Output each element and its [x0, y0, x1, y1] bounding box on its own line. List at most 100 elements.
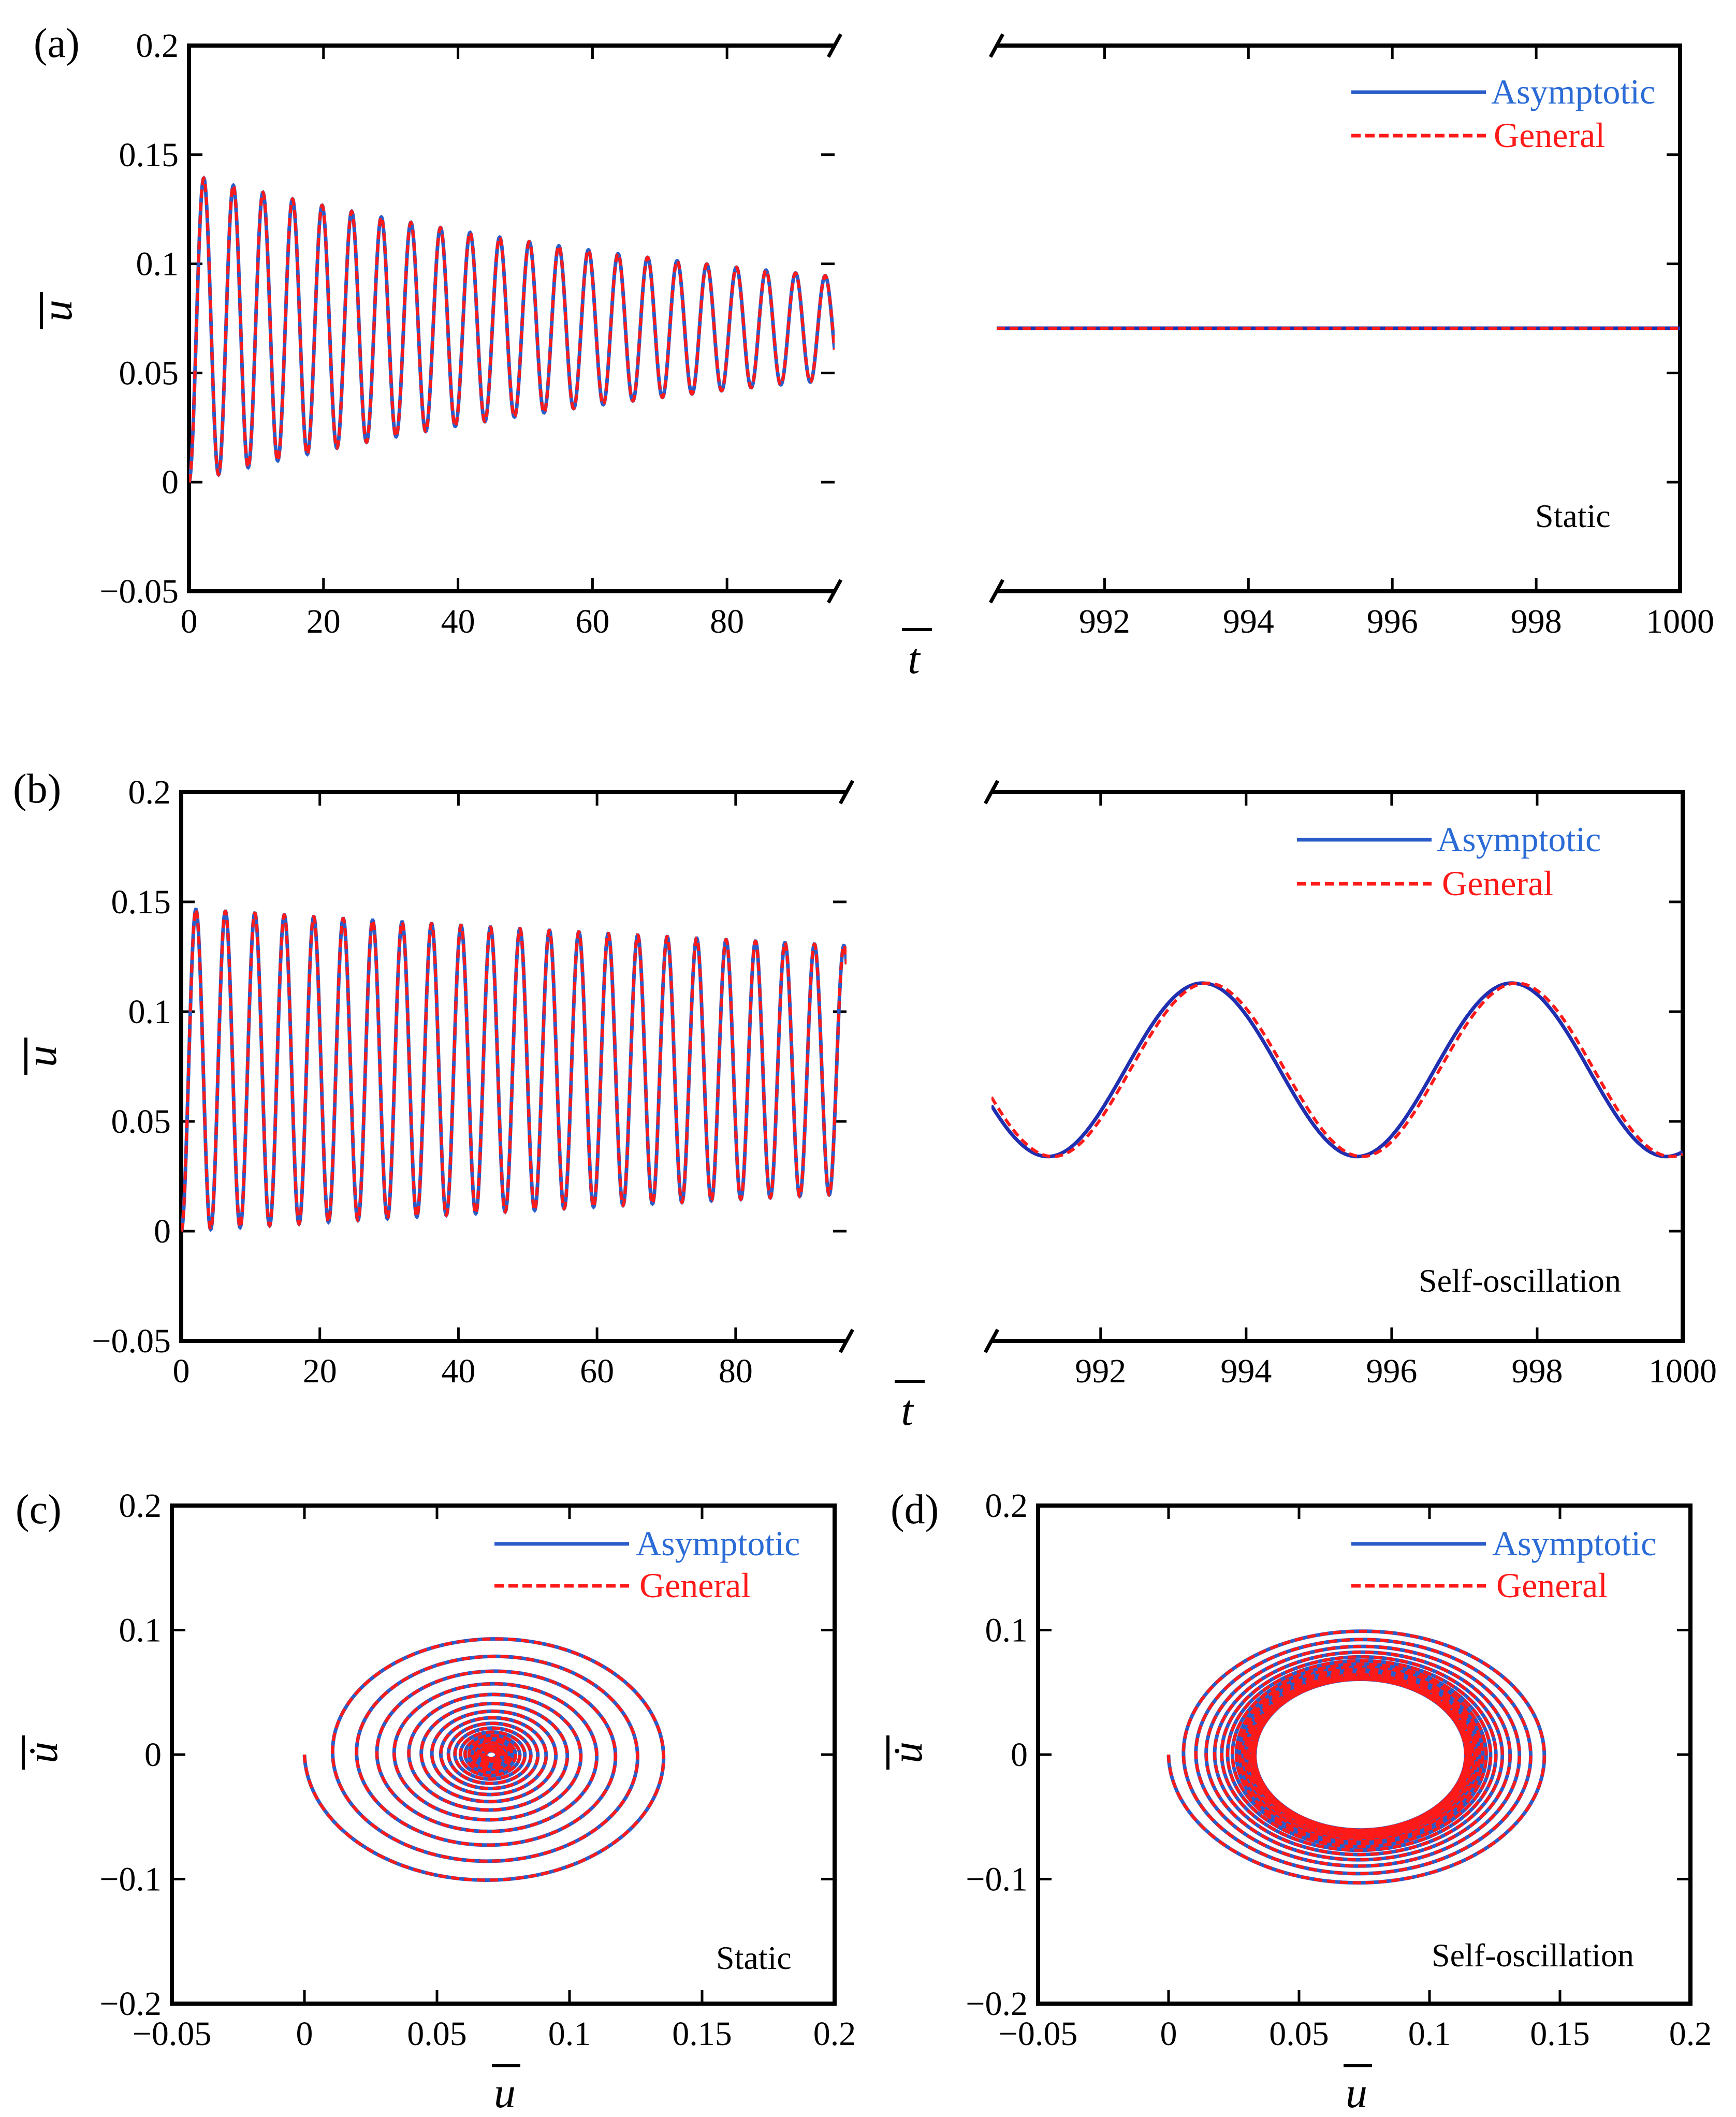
panel-a-left-plot	[189, 175, 835, 484]
panel-a: (a) 0.20.150.10.050−0.050 20 40 60 80 992 994…	[33, 21, 1714, 683]
panel-d-xtick-label: 0	[1160, 2015, 1177, 2053]
panel-d-xtick-label: −0.05	[999, 2015, 1078, 2053]
panel-c-legend: Asymptotic General	[494, 1524, 800, 1605]
panel-b-right-plot	[991, 981, 1683, 1159]
panel-a-left-ytick-label: 0.2	[136, 27, 179, 65]
panel-a-left-xtick-label: 0	[181, 603, 198, 640]
panel-c-y-axis-label: u̇	[19, 1742, 67, 1763]
panel-b-right-top-axis-break	[983, 780, 1000, 805]
panel-a-legend-general-label: General	[1494, 115, 1605, 155]
panel-b-legend: Asymptotic General	[1297, 820, 1601, 903]
panel-b-left-xtick-label: 80	[719, 1352, 753, 1390]
panel-d-xtick-label: 0.05	[1269, 2015, 1329, 2053]
panel-d-ytick-label: −0.2	[966, 1985, 1028, 2023]
panel-d-xtick-label: 0.2	[1669, 2015, 1712, 2053]
panel-a-left-xtick-label: 60	[575, 603, 609, 640]
panel-a-right-frame	[997, 43, 1682, 593]
panel-b-left-ytick-label: 0.05	[111, 1103, 171, 1141]
panel-b-legend-general-label: General	[1442, 864, 1553, 903]
panel-c-ytick-label: −0.1	[99, 1861, 162, 1899]
panel-b-left-frame	[179, 790, 847, 1343]
panel-b-right-xtick-label: 994	[1220, 1352, 1272, 1390]
panel-c-legend-asymptotic-label: Asymptotic	[636, 1524, 800, 1563]
panel-c-series-general	[303, 1637, 665, 1882]
panel-a-left-ytick-label: −0.05	[99, 573, 179, 610]
panel-a-right-xtick-label: 1000	[1646, 603, 1714, 640]
panel-a-legend: Asymptotic General	[1351, 72, 1655, 155]
panel-c-ytick-label: −0.2	[99, 1985, 162, 2023]
panel-a-left-frame	[187, 43, 835, 593]
panel-a-right-xtick-label: 992	[1079, 603, 1130, 640]
panel-b-left-ytick-label: 0	[154, 1213, 171, 1250]
panel-b-left-axes: 0.20.150.10.050−0.050 20 40 60 80	[92, 773, 855, 1390]
panel-d-xtick-label: 0.1	[1408, 2015, 1451, 2053]
panel-a-left-xtick-label: 20	[307, 603, 341, 640]
panel-b-left-xtick-label: 20	[303, 1352, 337, 1390]
panel-c-ytick-label: 0	[144, 1736, 162, 1774]
panel-d-legend-asymptotic-label: Asymptotic	[1492, 1524, 1656, 1563]
panel-b-right-xtick-label: 992	[1075, 1352, 1126, 1390]
panel-b-left-xtick-label: 0	[173, 1352, 190, 1390]
panel-b-left-xtick-label: 40	[441, 1352, 475, 1390]
panel-c-legend-general-label: General	[639, 1566, 751, 1605]
panel-b-right-xtick-label: 998	[1511, 1352, 1563, 1390]
panel-c: (c) 0.2 0.1 0 −0.1 −0.2−0.05 0 0.05 0.1 0.15 0.2 …	[16, 1487, 856, 2117]
panel-a-label: (a)	[34, 21, 80, 66]
panel-a-left-ytick-label: 0.1	[136, 245, 179, 283]
panel-d-ytick-label: 0.2	[985, 1487, 1028, 1525]
panel-a-left-ytick-label: 0.05	[119, 354, 179, 392]
panel-b-left-ytick-label: 0.1	[128, 993, 171, 1031]
panel-b-left-series-general	[181, 908, 847, 1232]
panel-b-right-series-asymptotic	[991, 981, 1683, 1159]
panel-d-axes: 0.2 0.1 0 −0.1 −0.2−0.05 0 0.05 0.1 0.15 0.2	[966, 1487, 1712, 2053]
panel-c-annotation: Static	[716, 1939, 792, 1976]
panel-a-right-xtick-label: 998	[1511, 603, 1562, 640]
panel-b-right-series-general	[991, 981, 1683, 1158]
panel-a-left-series-general	[189, 176, 835, 483]
panel-d-ytick-label: 0	[1011, 1736, 1028, 1774]
panel-d-label: (d)	[891, 1487, 939, 1532]
panel-d-xtick-label: 0.15	[1530, 2015, 1590, 2053]
panel-b-annotation: Self-oscillation	[1419, 1262, 1621, 1299]
panel-d-series-general	[1167, 1629, 1546, 1885]
panel-b-right-frame	[991, 790, 1685, 1343]
panel-d: (d) 0.2 0.1 0 −0.1 −0.2−0.05 0 0.05 0.1 0.15 0.2 …	[883, 1487, 1712, 2117]
panel-c-xtick-label: 0.1	[548, 2015, 591, 2053]
panel-a-right-xtick-label: 996	[1367, 603, 1418, 640]
panel-d-y-axis-label: u̇	[883, 1742, 931, 1763]
panel-a-x-axis-label: t	[908, 635, 921, 683]
panel-a-right-axes: 992 994 996 998 1000	[988, 33, 1714, 640]
panel-a-right-top-axis-break	[988, 33, 1005, 58]
panel-c-xtick-label: 0	[296, 2015, 313, 2053]
panel-b-x-axis-label: t	[901, 1386, 914, 1435]
panel-c-xtick-label: −0.05	[133, 2015, 212, 2053]
panel-b-label: (b)	[13, 766, 61, 812]
panel-d-annotation: Self-oscillation	[1432, 1937, 1634, 1974]
panel-c-label: (c)	[16, 1487, 62, 1532]
panel-a-right-xtick-label: 994	[1223, 603, 1274, 640]
panel-b-left-ytick-label: 0.2	[128, 773, 171, 811]
panel-d-legend: Asymptotic General	[1351, 1524, 1656, 1605]
panel-a-left-xtick-label: 40	[441, 603, 475, 640]
panel-b-right-axes: 992 994 996 998 1000	[983, 780, 1717, 1390]
panel-b-right-xtick-label: 1000	[1649, 1352, 1717, 1390]
panel-a-left-ytick-label: 0.15	[119, 136, 179, 174]
panel-d-x-axis-label: u	[1346, 2069, 1367, 2117]
panel-b-left-plot	[181, 907, 847, 1233]
panel-d-ytick-label: −0.1	[966, 1861, 1028, 1899]
panel-c-xtick-label: 0.05	[407, 2015, 467, 2053]
panel-d-ytick-label: 0.1	[985, 1612, 1028, 1649]
panel-a-legend-asymptotic-label: Asymptotic	[1491, 72, 1655, 111]
panel-b-right-xtick-label: 996	[1366, 1352, 1417, 1390]
panel-c-xtick-label: 0.2	[813, 2015, 856, 2053]
panel-b-left-xtick-label: 60	[580, 1352, 614, 1390]
panel-b-left-ytick-label: 0.15	[111, 883, 171, 921]
panel-c-x-axis-label: u	[494, 2069, 516, 2117]
panel-a-left-axes: 0.20.150.10.050−0.050 20 40 60 80	[99, 27, 843, 640]
panel-a-annotation: Static	[1535, 498, 1611, 534]
panel-a-left-xtick-label: 80	[710, 603, 744, 640]
panel-a-right-bottom-axis-break	[988, 579, 1005, 604]
panel-d-legend-general-label: General	[1496, 1566, 1608, 1605]
panel-b-left-ytick-label: −0.05	[92, 1322, 171, 1360]
